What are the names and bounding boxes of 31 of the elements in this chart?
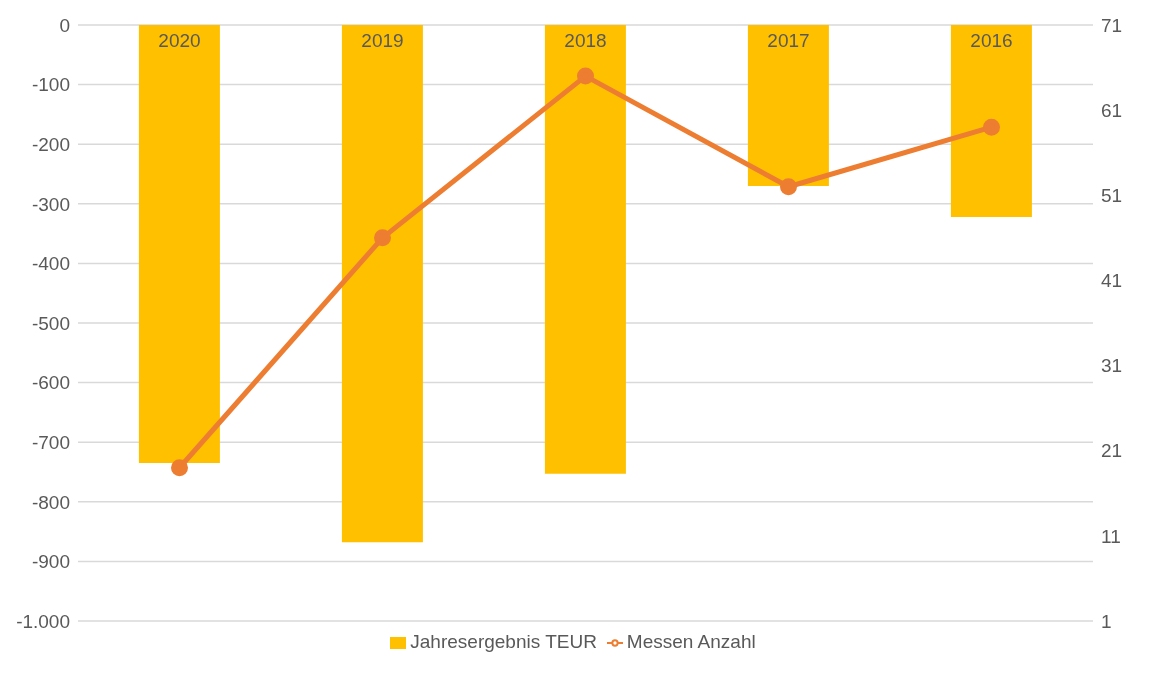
- legend-label: Jahresergebnis TEUR: [410, 631, 597, 652]
- y-tick-label: -400: [31, 253, 70, 275]
- y2-tick-label: 31: [1101, 355, 1123, 377]
- y-tick-label: -100: [31, 74, 70, 96]
- point: [983, 118, 1000, 136]
- y-tick-label: -500: [31, 312, 70, 334]
- y-tick-label: -1.000: [16, 610, 70, 632]
- x-tick-label: 2016: [970, 30, 1013, 51]
- y-tick-label: -300: [31, 193, 70, 215]
- y-tick-label: -900: [31, 551, 70, 573]
- y-tick-label: -800: [31, 491, 70, 513]
- x-tick-label: 2019: [361, 30, 404, 51]
- point: [171, 459, 188, 477]
- y-tick-label: -200: [31, 133, 70, 155]
- y2-tick-label: 21: [1101, 440, 1123, 462]
- y2-tick-label: 61: [1101, 99, 1123, 121]
- point: [577, 67, 594, 85]
- point: [780, 178, 797, 196]
- y2-tick-label: 41: [1101, 270, 1123, 292]
- y2-tick-label: 11: [1101, 525, 1121, 547]
- x-tick-label: 2017: [767, 30, 810, 51]
- legend-label: Messen Anzahl: [626, 631, 756, 652]
- y-tick-label: -700: [31, 431, 70, 453]
- y2-tick-label: 1: [1101, 610, 1112, 632]
- x-tick-label: 2018: [564, 30, 607, 51]
- x-tick-label: 2020: [158, 30, 201, 51]
- y-tick-label: -600: [31, 372, 70, 394]
- y-tick-label: 0: [59, 14, 70, 36]
- y2-tick-label: 51: [1101, 185, 1123, 207]
- point: [374, 229, 391, 247]
- y2-tick-label: 71: [1101, 14, 1123, 36]
